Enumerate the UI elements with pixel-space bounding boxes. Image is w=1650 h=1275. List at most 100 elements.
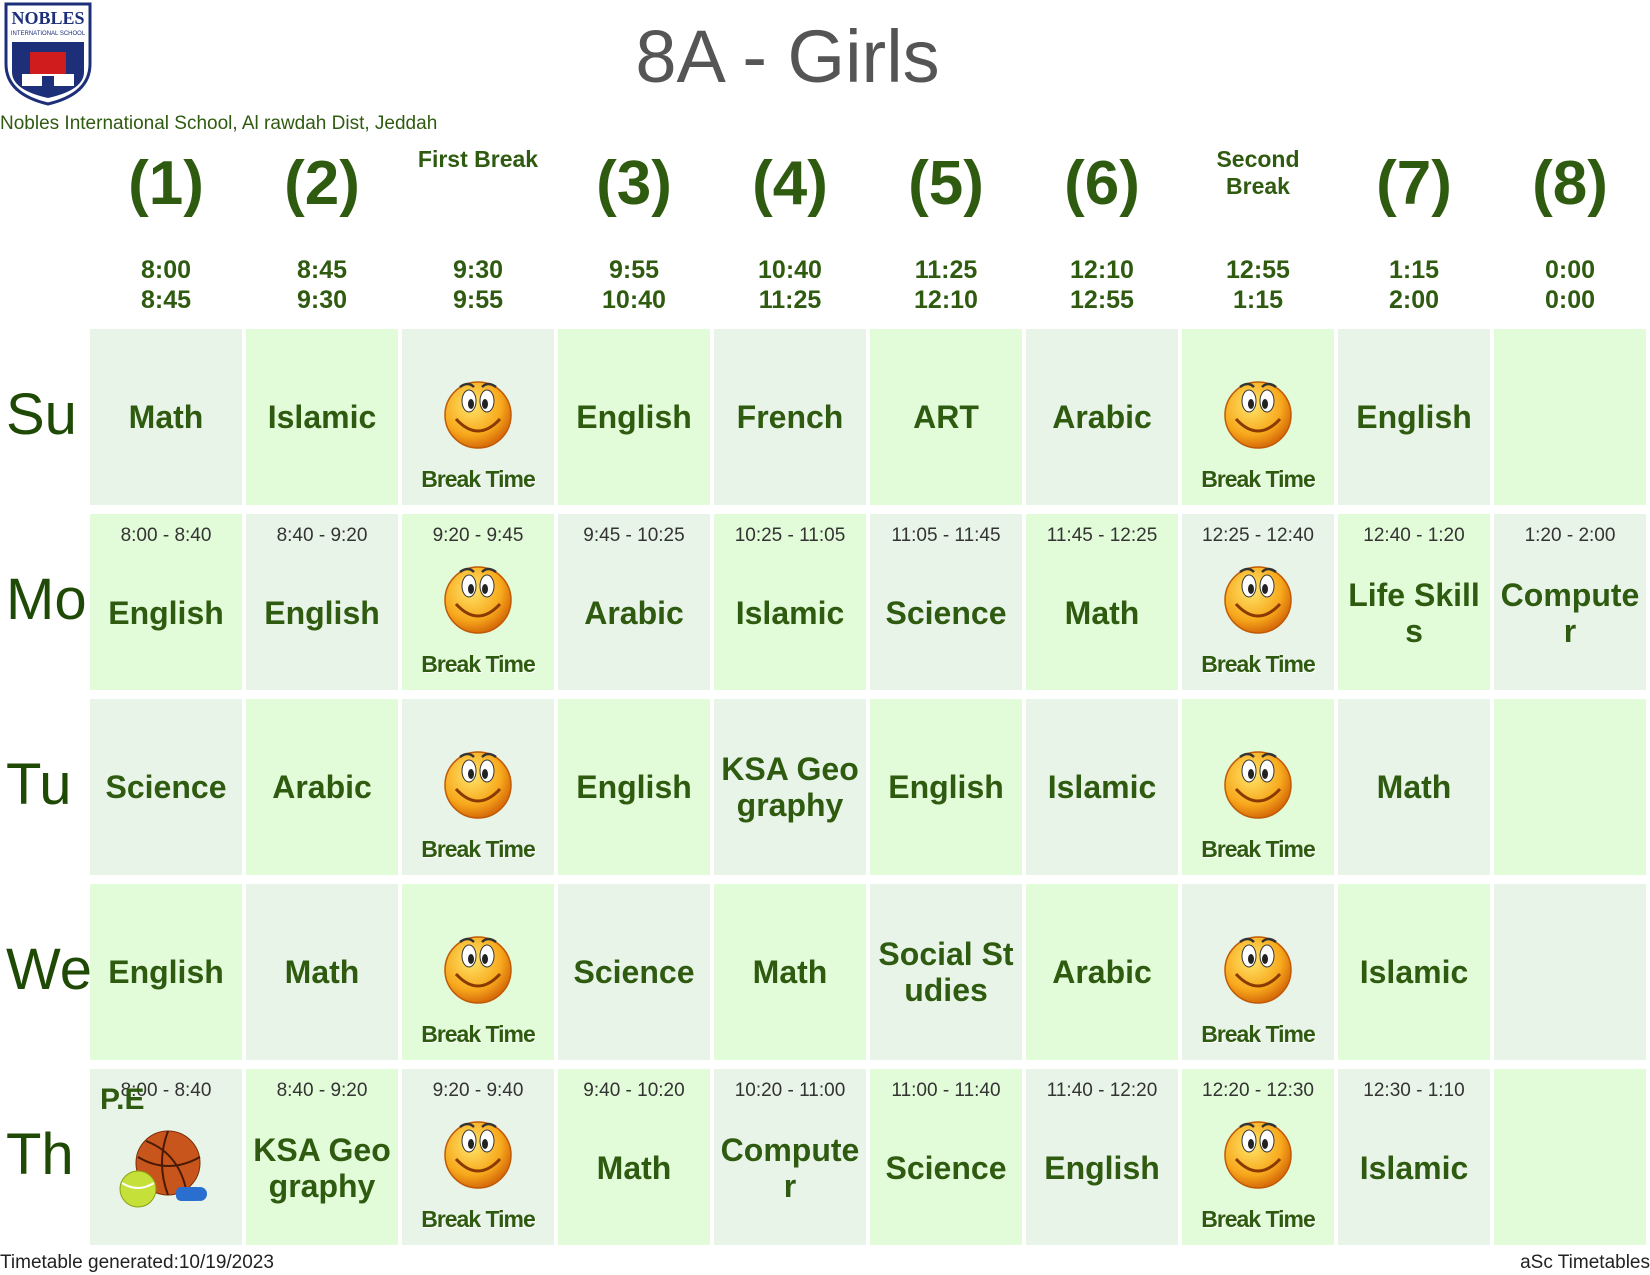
subject: English [576, 399, 692, 435]
lesson-cell: KSA Geography [714, 699, 866, 875]
break-label: Break Time [1201, 1206, 1316, 1232]
sports-icon [119, 1130, 207, 1208]
smiley-icon [444, 566, 512, 634]
break-label: Break Time [1201, 1021, 1316, 1047]
lesson-time: 12:30 - 1:10 [1363, 1080, 1465, 1101]
smiley-icon [444, 751, 512, 819]
break-label: Break Time [1201, 651, 1316, 677]
column-label: Second Break [1216, 146, 1300, 199]
day-label: Su [6, 382, 77, 447]
logo-subtitle: INTERNATIONAL SCHOOL [11, 31, 86, 37]
day-label: Th [6, 1122, 74, 1187]
subject: ART [913, 399, 979, 435]
start-time: 10:40 [758, 256, 822, 284]
end-time: 1:15 [1232, 286, 1284, 314]
lesson-cell: 12:20 - 12:30 Break Time [1182, 1069, 1334, 1245]
end-time: 2:00 [1388, 286, 1440, 314]
lesson-cell: 9:45 - 10:25 Arabic [558, 514, 710, 690]
lesson-time: 11:00 - 11:40 [891, 1080, 1001, 1101]
subject: French [736, 399, 844, 435]
break-icon [1218, 926, 1298, 1011]
column-label: (5) [908, 149, 984, 218]
generated-note: Timetable generated:10/19/2023 [0, 1252, 274, 1273]
lesson-time: 10:25 - 11:05 [734, 525, 846, 546]
break-icon [438, 1111, 518, 1196]
subject: English [576, 769, 692, 805]
subject: English [1044, 1150, 1160, 1186]
lesson-cell: Break Time [402, 329, 554, 505]
end-time: 0:00 [1544, 286, 1596, 314]
day-label: Tu [6, 752, 72, 817]
lesson-cell: 8:00 - 8:40 English [90, 514, 242, 690]
lesson-cell: Break Time [402, 699, 554, 875]
start-time: 1:15 [1388, 256, 1440, 284]
start-time: 8:45 [296, 256, 348, 284]
subject: Arabic [584, 595, 684, 631]
subject: English [108, 595, 224, 631]
end-time: 10:40 [602, 286, 666, 314]
subject: Islamic [1047, 769, 1157, 805]
column-label: (3) [596, 149, 672, 218]
day-label: Mo [6, 567, 87, 632]
subject: Arabic [1052, 954, 1152, 990]
start-time: 11:25 [914, 256, 978, 284]
subject: Islamic [735, 595, 845, 631]
break-icon [438, 371, 518, 456]
subject: Science [885, 595, 1007, 631]
end-time: 12:10 [914, 286, 978, 314]
lesson-cell: Islamic [1338, 884, 1490, 1060]
end-time: 9:30 [296, 286, 348, 314]
subject: Computer [720, 1132, 860, 1204]
lesson-time: 9:45 - 10:25 [583, 525, 685, 546]
lesson-cell: ART [870, 329, 1022, 505]
lesson-cell: English [558, 329, 710, 505]
column-label: (1) [128, 149, 204, 218]
lesson-cell: Islamic [246, 329, 398, 505]
end-time: 12:55 [1070, 286, 1134, 314]
subject: Islamic [267, 399, 377, 435]
lesson-time: 1:20 - 2:00 [1524, 525, 1616, 546]
lesson-cell: English [90, 884, 242, 1060]
subject: Science [105, 769, 227, 805]
break-icon [1218, 741, 1298, 826]
sport-icon [116, 1127, 212, 1216]
column-label: (4) [752, 149, 828, 218]
subject: Life Skills [1348, 577, 1480, 649]
break-icon [438, 926, 518, 1011]
lesson-cell: 12:25 - 12:40 Break Time [1182, 514, 1334, 690]
subject: Math [596, 1150, 672, 1186]
subject: Arabic [1052, 399, 1152, 435]
subject: Math [1376, 769, 1452, 805]
column-times: 12:55 1:15 [1182, 255, 1334, 315]
lesson-time: 12:20 - 12:30 [1202, 1080, 1314, 1101]
break-label: Break Time [421, 1021, 536, 1047]
lesson-time: 10:20 - 11:00 [734, 1080, 846, 1101]
subject: Islamic [1359, 954, 1469, 990]
lesson-time: 12:40 - 1:20 [1363, 525, 1465, 546]
lesson-time: 8:40 - 9:20 [276, 1080, 368, 1101]
lesson-cell: French [714, 329, 866, 505]
column-label: (7) [1376, 149, 1452, 218]
break-icon [1218, 1111, 1298, 1196]
lesson-cell: 11:05 - 11:45 Science [870, 514, 1022, 690]
subject: Islamic [1359, 1150, 1469, 1186]
lesson-cell: Social Studies [870, 884, 1022, 1060]
lesson-cell: Science [90, 699, 242, 875]
lesson-cell: 9:40 - 10:20 Math [558, 1069, 710, 1245]
column-times: 9:55 10:40 [558, 255, 710, 315]
smiley-icon [444, 1121, 512, 1189]
smiley-icon [1224, 566, 1292, 634]
end-time: 8:45 [140, 286, 192, 314]
subject: Science [885, 1150, 1007, 1186]
lesson-cell: Arabic [246, 699, 398, 875]
column-times: 0:00 0:00 [1494, 255, 1646, 315]
break-icon [438, 741, 518, 826]
subject: English [1356, 399, 1472, 435]
lesson-cell: 11:40 - 12:20 English [1026, 1069, 1178, 1245]
subject: Math [128, 399, 204, 435]
smiley-icon [444, 381, 512, 449]
subject: Arabic [272, 769, 372, 805]
subject: Math [1064, 595, 1140, 631]
lesson-time: 9:40 - 10:20 [583, 1080, 685, 1101]
